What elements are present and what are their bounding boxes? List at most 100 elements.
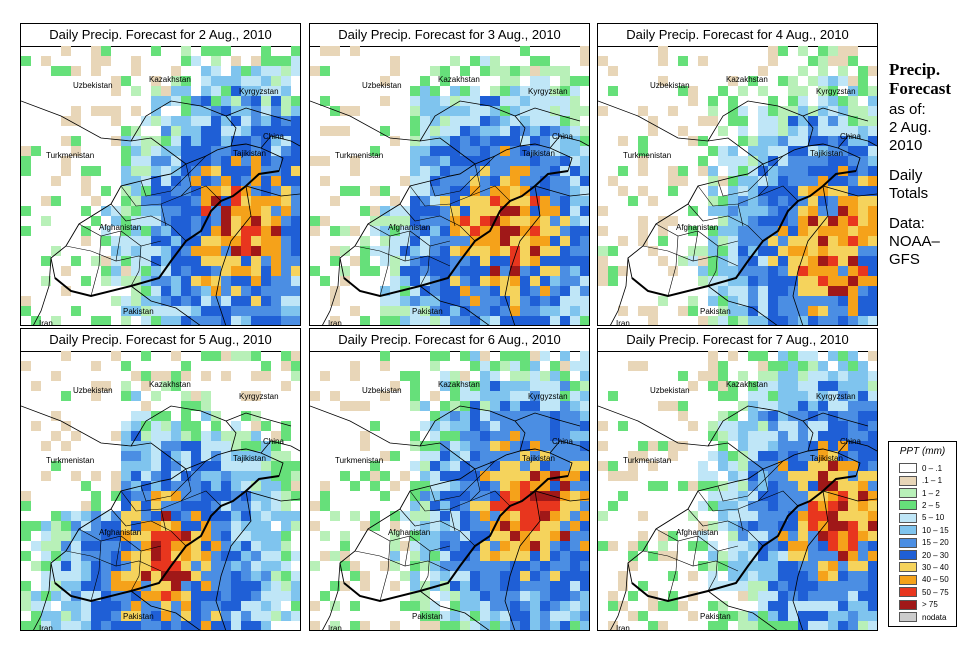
precip-cell	[768, 116, 778, 126]
precip-cell	[828, 146, 838, 156]
precip-cell	[231, 531, 241, 541]
precip-cell	[121, 306, 131, 316]
precip-cell	[500, 296, 510, 306]
precip-cell	[828, 371, 838, 381]
precip-cell	[360, 401, 370, 411]
precip-cell	[580, 146, 589, 156]
precip-cell	[560, 571, 570, 581]
precip-cell	[131, 156, 141, 166]
country-border	[215, 490, 252, 630]
precip-cell	[550, 461, 560, 471]
precip-cell	[141, 601, 151, 611]
precip-cell	[728, 561, 738, 571]
precip-cell	[91, 381, 101, 391]
precip-cell	[758, 621, 768, 630]
precip-cell	[580, 216, 589, 226]
precip-cell	[51, 176, 61, 186]
precip-cell	[161, 126, 171, 136]
legend-swatch	[899, 574, 917, 585]
precip-cell	[161, 371, 171, 381]
precip-cell	[420, 316, 430, 325]
precip-cell	[580, 551, 589, 561]
precip-cell	[390, 56, 400, 66]
precip-cell	[340, 541, 350, 551]
precip-cell	[221, 531, 231, 541]
precip-cell	[580, 76, 589, 86]
precip-cell	[161, 96, 171, 106]
precip-cell	[828, 136, 838, 146]
country-border	[792, 185, 829, 325]
precip-cell	[550, 236, 560, 246]
precip-cell	[618, 571, 628, 581]
precip-cell	[490, 316, 500, 325]
precip-cell	[758, 246, 768, 256]
precip-cell	[181, 571, 191, 581]
precip-cell	[778, 256, 788, 266]
precip-cell	[91, 316, 101, 325]
precip-cell	[848, 156, 858, 166]
precip-cell	[848, 96, 858, 106]
precip-cell	[31, 381, 41, 391]
precip-cell	[430, 511, 440, 521]
precip-cell	[728, 481, 738, 491]
precip-cell	[768, 96, 778, 106]
precip-cell	[708, 381, 718, 391]
precip-cell	[868, 256, 877, 266]
precip-cell	[430, 481, 440, 491]
precip-cell	[768, 431, 778, 441]
precip-cell	[181, 561, 191, 571]
precip-cell	[738, 491, 748, 501]
precip-cell	[281, 166, 291, 176]
precip-cell	[838, 186, 848, 196]
precip-cell	[500, 176, 510, 186]
precip-cell	[510, 186, 520, 196]
precip-cell	[480, 186, 490, 196]
precip-cell	[638, 361, 648, 371]
precip-cell	[748, 501, 758, 511]
precip-cell	[500, 206, 510, 216]
precip-cell	[460, 216, 470, 226]
precip-cell	[788, 236, 798, 246]
precip-cell	[370, 481, 380, 491]
precip-cell	[310, 391, 320, 401]
precip-cell	[708, 581, 718, 591]
precip-cell	[788, 591, 798, 601]
country-border	[549, 135, 589, 149]
precip-cell	[271, 56, 281, 66]
precip-cell	[768, 371, 778, 381]
precip-cell	[231, 216, 241, 226]
country-border	[792, 490, 829, 630]
precip-cell	[320, 551, 330, 561]
precip-cell	[121, 571, 131, 581]
precip-cell	[221, 186, 231, 196]
precip-cell	[141, 421, 151, 431]
precip-cell	[520, 106, 530, 116]
precip-cell	[858, 306, 868, 316]
precip-cell	[51, 461, 61, 471]
precip-cell	[111, 521, 121, 531]
precip-cell	[281, 431, 291, 441]
precip-cell	[340, 276, 350, 286]
precip-cell	[530, 96, 540, 106]
precip-cell	[251, 196, 261, 206]
precip-cell	[848, 401, 858, 411]
precip-cell	[360, 571, 370, 581]
precip-cell	[231, 116, 241, 126]
precip-cell	[21, 56, 31, 66]
precip-cell	[61, 421, 71, 431]
precip-cell	[608, 176, 618, 186]
precip-cell	[758, 441, 768, 451]
precip-cell	[121, 236, 131, 246]
precip-cell	[191, 256, 201, 266]
precip-cell	[540, 401, 550, 411]
precip-cell	[718, 236, 728, 246]
precip-cell	[101, 551, 111, 561]
precip-cell	[360, 236, 370, 246]
precip-cell	[788, 561, 798, 571]
precip-cell	[271, 611, 281, 621]
precip-cell	[261, 296, 271, 306]
precip-cell	[798, 306, 808, 316]
legend-item: 1 – 2	[899, 488, 940, 499]
precip-cell	[868, 621, 877, 630]
precip-cell	[241, 286, 251, 296]
